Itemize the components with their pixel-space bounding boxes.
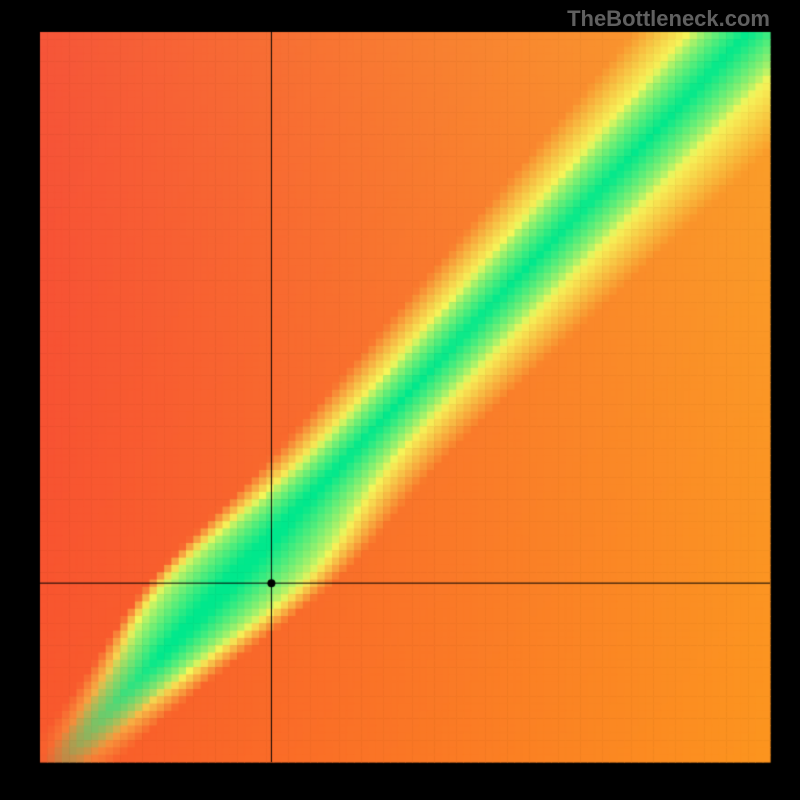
watermark-text: TheBottleneck.com: [567, 6, 770, 32]
chart-container: TheBottleneck.com: [0, 0, 800, 800]
bottleneck-heatmap: [0, 0, 800, 800]
